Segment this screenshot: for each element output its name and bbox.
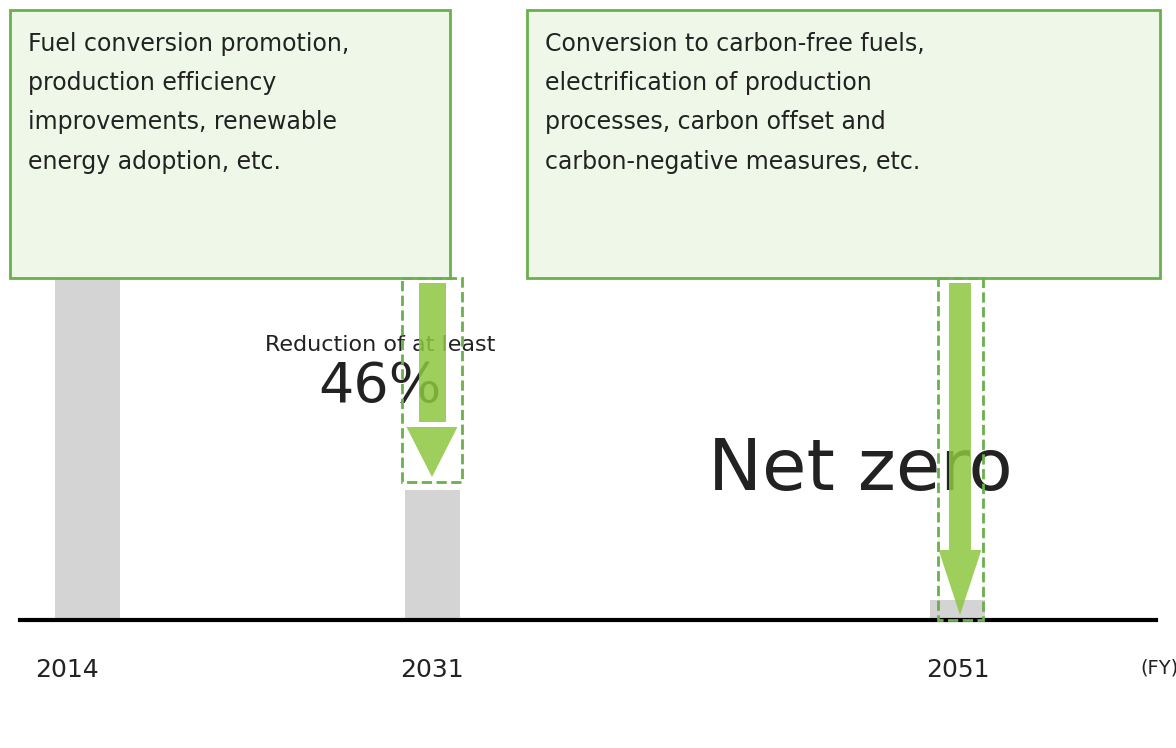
Bar xyxy=(949,283,971,550)
Bar xyxy=(402,278,462,482)
Polygon shape xyxy=(938,550,982,615)
Text: Net zero: Net zero xyxy=(708,435,1013,504)
Bar xyxy=(419,283,446,422)
Text: 2014: 2014 xyxy=(35,658,99,682)
Text: (FY): (FY) xyxy=(1140,658,1176,677)
Text: 46%: 46% xyxy=(319,360,442,414)
Text: Reduction of at least: Reduction of at least xyxy=(265,335,495,355)
Text: 2031: 2031 xyxy=(400,658,463,682)
Bar xyxy=(11,10,450,278)
Text: 2051: 2051 xyxy=(927,658,990,682)
Bar xyxy=(930,600,985,620)
Text: Conversion to carbon-free fuels,
electrification of production
processes, carbon: Conversion to carbon-free fuels, electri… xyxy=(544,32,924,174)
Bar xyxy=(527,10,1160,278)
Bar xyxy=(937,278,982,620)
Polygon shape xyxy=(407,427,457,477)
Bar xyxy=(405,490,460,620)
Text: Fuel conversion promotion,
production efficiency
improvements, renewable
energy : Fuel conversion promotion, production ef… xyxy=(28,32,349,174)
Bar xyxy=(55,275,120,620)
